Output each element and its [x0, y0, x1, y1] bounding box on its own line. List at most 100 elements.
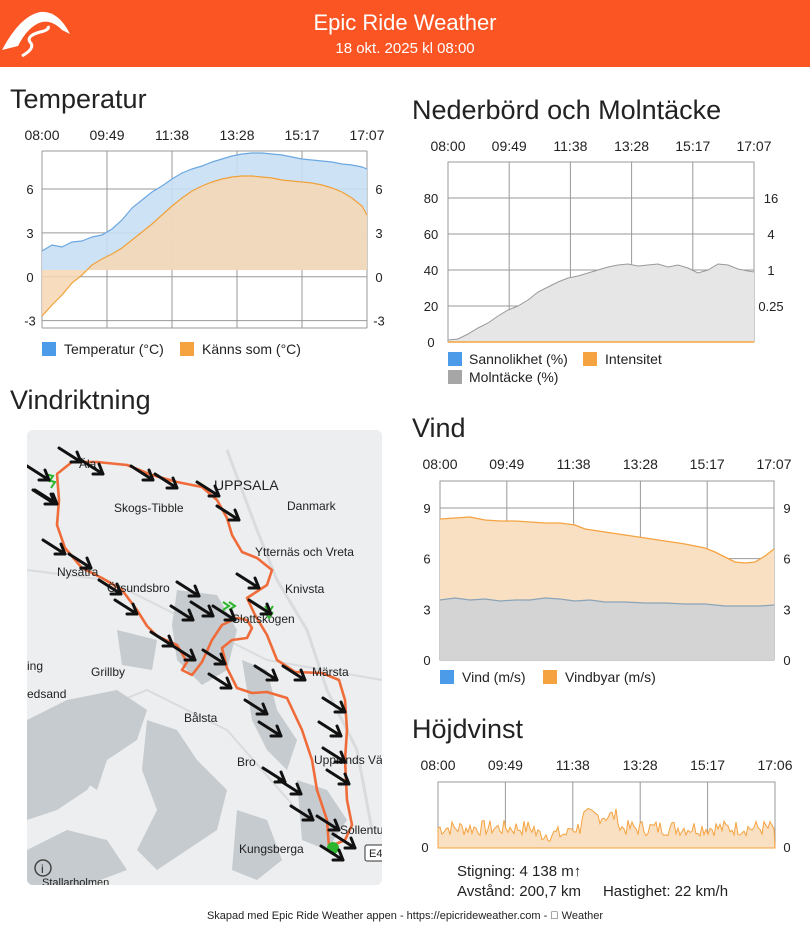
map-label-vreta: Ytternäs och Vreta	[255, 545, 354, 559]
map-label-knivsta: Knivsta	[285, 582, 325, 596]
wind-chart: 08:00 09:49 11:38 13:28 15:17 17:07 0 03 36 69 9 …	[422, 456, 791, 685]
x-tick-label: 08:00	[420, 757, 455, 773]
wind-arrow-icon	[149, 630, 175, 648]
ride-stats: Stigning: 4 138 m↑ Avstånd: 200,7 km Hast…	[457, 862, 728, 902]
y2-tick-label: 0.25	[758, 299, 783, 314]
legend-probability: Sannolikhet (%)	[469, 351, 568, 367]
map-label-upplands: Upplands Vä	[314, 753, 382, 767]
x-tick-label: 09:49	[492, 138, 527, 154]
wind-area	[440, 598, 774, 660]
y2-tick-label: 4	[767, 227, 774, 242]
y-tick-label: 9	[783, 501, 790, 516]
wind-arrow-icon	[31, 488, 57, 506]
wind-arrow-icon	[247, 598, 273, 616]
x-tick-label: 11:38	[556, 757, 590, 773]
map-label-danmark: Danmark	[287, 499, 337, 513]
info-icon-glyph: i	[41, 862, 44, 876]
wind-arrow-icon	[41, 538, 67, 556]
info-icon[interactable]	[34, 859, 52, 877]
elevation-y-right: 0	[783, 840, 790, 855]
elevation-area	[437, 807, 776, 849]
x-tick-label: 08:00	[24, 127, 59, 143]
x-tick-label: 09:49	[489, 456, 524, 472]
wind-arrow-icon	[113, 598, 139, 616]
x-tick-label: 15:17	[690, 757, 725, 773]
road-sign	[364, 844, 382, 862]
legend-swatch-cloud	[448, 370, 462, 384]
map-label-marsta: Märsta	[312, 665, 349, 679]
app-title: Epic Ride Weather	[313, 10, 497, 35]
elevation-y-left: 0	[421, 840, 428, 855]
legend-gust: Vindbyar (m/s)	[565, 669, 656, 685]
map-label-bro: Bro	[237, 755, 256, 769]
y-tick-label: 3	[783, 602, 790, 617]
wind-arrow-icon	[281, 664, 307, 682]
wind-direction-heading: Vindriktning	[10, 385, 151, 415]
x-tick-label: 15:17	[675, 138, 710, 154]
y-tick-label: 0	[375, 270, 382, 285]
map-label-slottskogen: Slottskogen	[232, 612, 295, 626]
y-tick-label: 3	[423, 602, 430, 617]
wind-arrow-icon	[331, 832, 357, 850]
wind-arrow-icon	[169, 604, 195, 622]
y2-tick-label: 1	[767, 263, 774, 278]
y-tick-label: 6	[423, 552, 430, 567]
wind-arrow-icon	[315, 814, 341, 832]
y2-tick-label: 16	[764, 191, 778, 206]
wind-arrow-icon	[171, 644, 197, 662]
wind-arrow-icon	[321, 746, 347, 764]
wind-arrow-icon	[195, 480, 221, 498]
x-tick-label: 11:38	[553, 138, 587, 154]
legend-swatch-feels	[180, 342, 194, 356]
wind-arrow-icon	[189, 600, 215, 618]
x-tick-label: 17:07	[349, 127, 384, 143]
y-tick-label: 0	[783, 653, 790, 668]
x-tick-label: 09:49	[488, 757, 523, 773]
x-tick-label: 17:07	[736, 138, 771, 154]
map-label-grillby: Grillby	[91, 665, 125, 679]
y-tick-label: 80	[424, 191, 438, 206]
wind-arrow-icon	[319, 844, 345, 862]
wind-arrow-icon	[201, 648, 227, 666]
y-tick-label: 0	[427, 335, 434, 350]
map-label-kungsberga: Kungsberga	[239, 842, 304, 856]
cloud-cover-area	[448, 264, 754, 342]
y-tick-label: 6	[783, 552, 790, 567]
route-map[interactable]: UPPSALA Danmark Skogs-Tibble Ytternäs oc…	[27, 430, 382, 885]
y-tick-label: 9	[423, 501, 430, 516]
road-label: E4	[369, 848, 382, 860]
map-label-ing: ing	[27, 659, 43, 673]
wind-arrow-icon	[175, 580, 201, 598]
legend-cloud-cover: Molntäcke (%)	[469, 369, 558, 385]
y-tick-label: 6	[26, 182, 33, 197]
y-tick-label: 20	[424, 299, 438, 314]
distance-stat: Avstånd: 200,7 km	[457, 883, 581, 900]
legend-swatch-probability	[448, 352, 462, 366]
y-tick-label: 6	[375, 182, 382, 197]
wind-arrow-icon	[317, 720, 343, 738]
wind-arrow-icon	[277, 778, 303, 796]
footer-credit[interactable]: Skapad med Epic Ride Weather appen - htt…	[207, 910, 603, 922]
wind-arrow-icon	[211, 604, 237, 622]
map-label-edsand: edsand	[27, 687, 66, 701]
legend-feels-like: Känns som (°C)	[202, 341, 301, 357]
wind-arrow-icon	[253, 664, 279, 682]
x-tick-label: 17:06	[757, 757, 792, 773]
wind-arrow-icon	[257, 720, 283, 738]
map-label-orsundsbro: Örsundsbro	[107, 581, 170, 595]
temperature-heading: Temperatur	[10, 84, 147, 114]
x-tick-label: 13:28	[623, 456, 658, 472]
legend-swatch-wind	[440, 670, 454, 684]
x-tick-label: 15:17	[690, 456, 725, 472]
y-tick-label: -3	[373, 314, 385, 329]
x-tick-label: 15:17	[284, 127, 319, 143]
legend-swatch-intensity	[583, 352, 597, 366]
legend-swatch-gust	[543, 670, 557, 684]
wind-arrow-icon	[243, 698, 269, 716]
x-tick-label: 11:38	[155, 127, 189, 143]
y-tick-label: -3	[24, 314, 36, 329]
wind-arrow-icon	[129, 464, 155, 482]
wind-arrow-icon	[67, 552, 93, 570]
speed-stat: Hastighet: 22 km/h	[602, 883, 729, 900]
x-tick-label: 13:28	[623, 757, 658, 773]
